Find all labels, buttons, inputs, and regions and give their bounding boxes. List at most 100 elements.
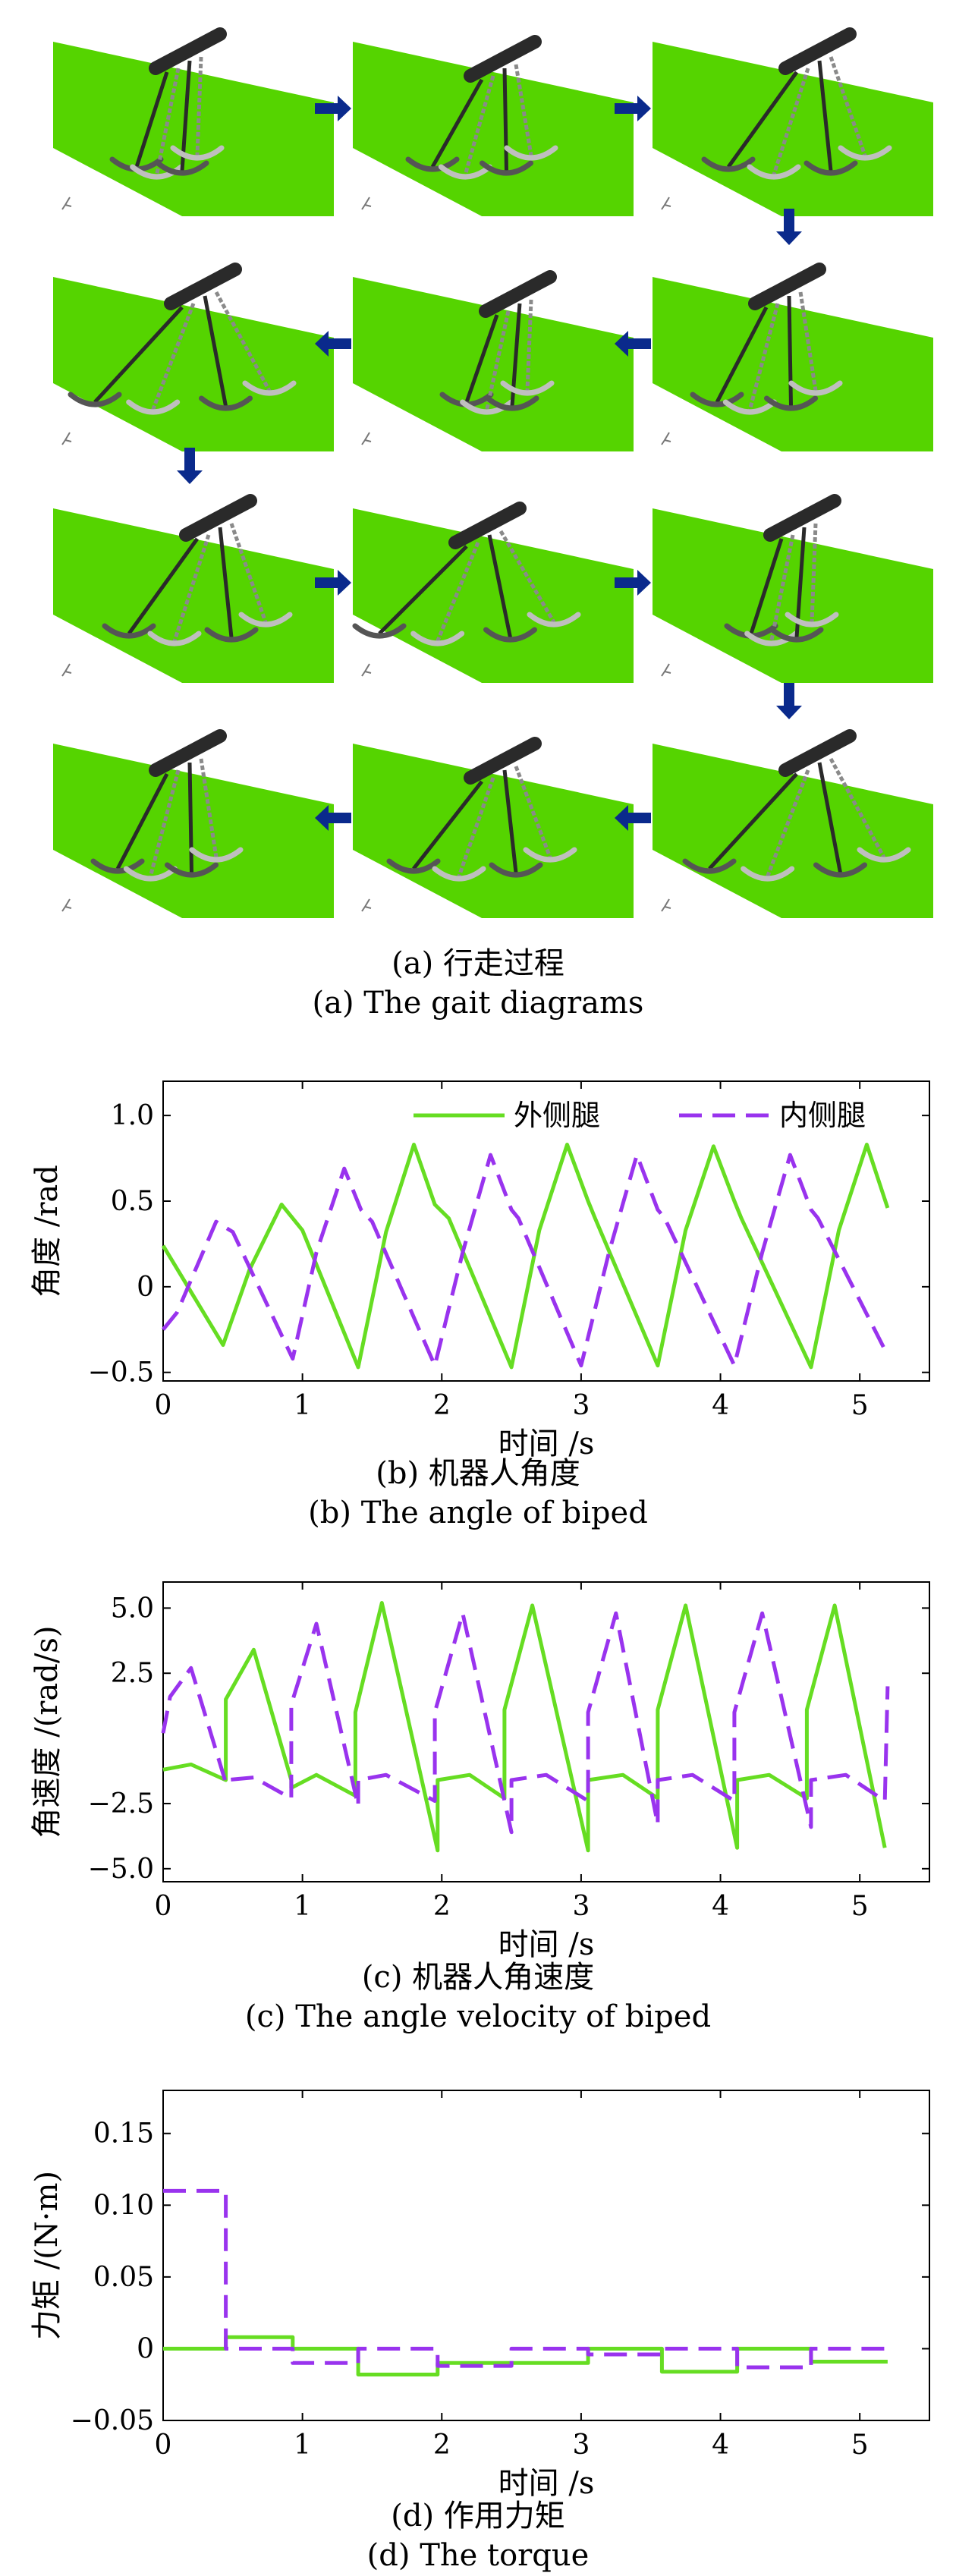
- sequence-arrow-icon: [315, 96, 351, 121]
- x-axis-label: 时间 /s: [498, 1927, 595, 1958]
- robot-foot: [838, 145, 892, 161]
- robot-leg: [747, 303, 780, 410]
- x-axis-label: 时间 /s: [498, 2466, 595, 2496]
- robot-hip: [149, 27, 227, 75]
- gait-frame: [653, 263, 933, 451]
- robot-foot: [165, 862, 219, 878]
- x-tick-label: 0: [155, 2430, 172, 2461]
- series-line: [161, 1611, 890, 1835]
- x-tick-label: 2: [433, 1390, 451, 1421]
- ground-plane: [53, 277, 334, 451]
- robot-leg: [787, 295, 793, 407]
- y-tick-label: 0.15: [93, 2118, 154, 2150]
- robot-leg: [115, 772, 169, 870]
- robot-foot: [769, 627, 824, 643]
- robot-foot: [682, 858, 737, 874]
- robot-foot: [764, 395, 818, 411]
- robot-foot: [189, 847, 244, 863]
- robot-leg: [749, 538, 784, 634]
- robot-leg: [199, 758, 219, 858]
- robot-foot: [147, 631, 202, 646]
- robot-leg: [93, 306, 184, 404]
- robot-foot: [438, 164, 492, 180]
- robot-foot: [238, 612, 293, 627]
- x-tick-label: 1: [294, 1390, 311, 1421]
- y-tick-label: −0.05: [71, 2405, 154, 2436]
- sequence-arrow-icon: [776, 209, 802, 245]
- ground-plane: [653, 277, 933, 451]
- robot-foot: [405, 156, 460, 172]
- x-tick-label: 1: [294, 1891, 311, 1922]
- plot-frame: [162, 2090, 930, 2421]
- robot-leg: [502, 68, 508, 171]
- robot-foot: [126, 399, 181, 415]
- robot-foot: [857, 847, 911, 863]
- sequence-arrow-icon: [615, 570, 651, 596]
- x-axis-label: 时间 /s: [498, 1426, 595, 1457]
- robot-hip: [748, 263, 826, 310]
- robot-hip: [149, 729, 227, 777]
- ground-plane: [53, 42, 334, 216]
- robot-foot: [701, 156, 756, 172]
- robot-leg: [203, 295, 228, 407]
- x-tick-label: 4: [712, 2430, 729, 2461]
- robot-foot: [410, 631, 465, 646]
- robot-leg: [412, 780, 483, 870]
- robot-foot: [722, 399, 777, 415]
- y-tick-label: −0.5: [88, 1357, 154, 1389]
- y-axis-label: 角度 /rad: [30, 1165, 64, 1297]
- x-tick-label: 4: [712, 1891, 729, 1922]
- robot-hip: [179, 494, 257, 542]
- robot-foot: [489, 862, 543, 878]
- gait-frame: [53, 729, 334, 918]
- x-tick-label: 3: [572, 1891, 590, 1922]
- velocity-caption-en: (c) The angle velocity of biped: [244, 1999, 712, 2034]
- robot-foot: [785, 612, 839, 627]
- axis-triad-icon: [361, 663, 372, 677]
- series-line: [163, 2188, 888, 2370]
- robot-leg: [218, 527, 234, 638]
- robot-foot: [527, 612, 581, 627]
- series-line: [162, 1153, 890, 1368]
- axis-triad-icon: [61, 898, 72, 912]
- robot-foot: [170, 145, 225, 161]
- robot-leg: [514, 64, 533, 156]
- robot-foot: [813, 862, 867, 878]
- robot-leg: [514, 766, 552, 858]
- sequence-arrow-icon: [615, 96, 651, 121]
- x-tick-label: 5: [851, 1891, 869, 1922]
- gait-frame: [53, 263, 334, 451]
- robot-leg: [134, 71, 169, 168]
- torque-caption-zh: (d) 作用力矩: [391, 2499, 565, 2534]
- robot-foot: [500, 380, 555, 396]
- robot-leg: [817, 60, 833, 171]
- y-tick-label: −5.0: [88, 1854, 154, 1885]
- robot-leg: [769, 534, 795, 642]
- gait-caption-en: (a) The gait diagrams: [312, 986, 644, 1021]
- y-tick-label: −2.5: [88, 1788, 154, 1820]
- axis-triad-icon: [661, 432, 671, 445]
- gait-frame: [653, 729, 933, 918]
- x-tick-label: 2: [433, 1891, 451, 1922]
- robot-leg: [487, 534, 512, 638]
- ground-plane: [653, 744, 933, 918]
- ground-plane: [653, 508, 933, 683]
- robot-leg: [817, 762, 842, 873]
- axis-triad-icon: [61, 432, 72, 445]
- robot-foot: [199, 395, 253, 411]
- legend-label: 内侧腿: [779, 1099, 866, 1132]
- robot-hip: [164, 263, 242, 310]
- robot-leg: [708, 772, 798, 870]
- axis-triad-icon: [661, 197, 671, 210]
- robot-foot: [747, 164, 801, 180]
- ground-plane: [53, 744, 334, 918]
- sequence-arrow-icon: [315, 805, 351, 831]
- robot-leg: [378, 545, 468, 635]
- robot-leg: [502, 769, 518, 873]
- robot-foot: [485, 395, 539, 411]
- legend-label: 外侧腿: [514, 1099, 600, 1132]
- robot-foot: [788, 380, 843, 396]
- robot-foot: [523, 847, 577, 863]
- axis-triad-icon: [361, 197, 372, 210]
